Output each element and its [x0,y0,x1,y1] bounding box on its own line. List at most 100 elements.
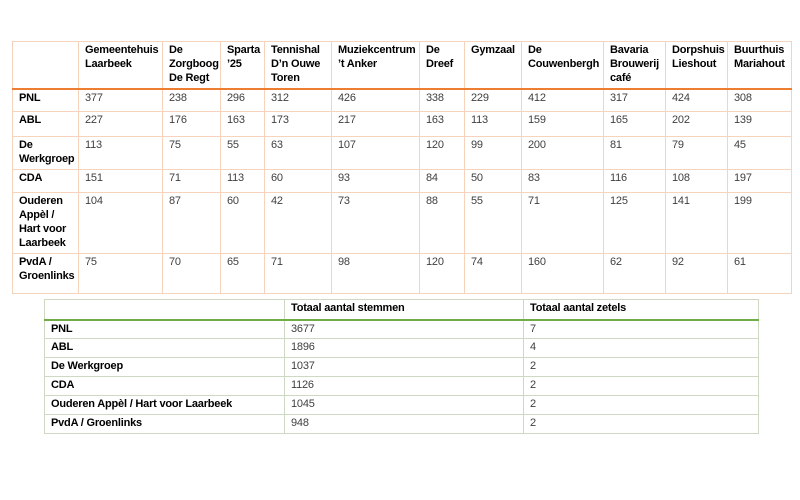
column-header: Gemeentehuis Laarbeek [78,40,163,90]
votes-per-polling-station-table: Gemeentehuis Laarbeek De Zorgboog De Regt… [12,40,792,295]
value-cell: 2 [523,414,759,435]
header-row: Gemeentehuis Laarbeek De Zorgboog De Regt… [12,40,792,90]
value-cell: 3677 [284,318,524,340]
totals-table: Totaal aantal stemmen Totaal aantal zetel… [44,299,759,435]
value-cell: 412 [521,88,604,113]
table-row: ABL 1896 4 [44,338,759,359]
value-cell: 75 [78,253,163,295]
row-label: ABL [44,338,285,359]
value-cell: 60 [220,192,265,255]
value-cell: 120 [419,136,465,171]
value-cell: 217 [331,111,420,138]
row-label: CDA [44,376,285,397]
value-cell: 1126 [284,376,524,397]
value-cell: 71 [162,169,221,194]
table-row: PvdA / Groenlinks 948 2 [44,414,759,435]
row-label: PvdA / Groenlinks [44,414,285,435]
value-cell: 338 [419,88,465,113]
row-label: CDA [12,169,79,194]
table-row: De Werkgroep 1037 2 [44,357,759,378]
value-cell: 141 [665,192,728,255]
value-cell: 74 [464,253,522,295]
value-cell: 238 [162,88,221,113]
value-cell: 42 [264,192,332,255]
value-cell: 151 [78,169,163,194]
column-header: De Zorgboog De Regt [162,40,221,90]
table-row: ABL 227 176 163 173 217 163 113 159 165 202 139 [12,111,792,138]
value-cell: 50 [464,169,522,194]
column-header: Tennishal D’n Ouwe Toren [264,40,332,90]
value-cell: 1037 [284,357,524,378]
value-cell: 83 [521,169,604,194]
value-cell: 200 [521,136,604,171]
value-cell: 2 [523,395,759,416]
value-cell: 426 [331,88,420,113]
corner-cell [44,299,285,321]
column-header: De Couwenbergh [521,40,604,90]
value-cell: 62 [603,253,666,295]
value-cell: 70 [162,253,221,295]
value-cell: 63 [264,136,332,171]
value-cell: 113 [464,111,522,138]
table-row: PNL 3677 7 [44,318,759,340]
row-label: PNL [44,318,285,340]
value-cell: 61 [727,253,792,295]
value-cell: 99 [464,136,522,171]
row-label: Ouderen Appèl / Hart voor Laarbeek [12,192,79,255]
value-cell: 71 [521,192,604,255]
value-cell: 199 [727,192,792,255]
value-cell: 75 [162,136,221,171]
column-header: Gymzaal [464,40,522,90]
value-cell: 1045 [284,395,524,416]
value-cell: 60 [264,169,332,194]
value-cell: 317 [603,88,666,113]
value-cell: 92 [665,253,728,295]
column-header: Sparta ’25 [220,40,265,90]
value-cell: 84 [419,169,465,194]
value-cell: 4 [523,338,759,359]
table-row: Ouderen Appèl / Hart voor Laarbeek 104 87 6… [12,192,792,255]
value-cell: 113 [78,136,163,171]
table-row: De Werkgroep 113 75 55 63 107 120 99 200 81 79 45 [12,136,792,171]
value-cell: 116 [603,169,666,194]
value-cell: 197 [727,169,792,194]
value-cell: 93 [331,169,420,194]
value-cell: 173 [264,111,332,138]
value-cell: 55 [464,192,522,255]
value-cell: 87 [162,192,221,255]
value-cell: 202 [665,111,728,138]
value-cell: 139 [727,111,792,138]
value-cell: 424 [665,88,728,113]
value-cell: 165 [603,111,666,138]
value-cell: 163 [419,111,465,138]
value-cell: 125 [603,192,666,255]
row-label: PvdA / Groenlinks [12,253,79,295]
row-label: PNL [12,88,79,113]
column-header: Totaal aantal zetels [523,299,759,321]
value-cell: 71 [264,253,332,295]
value-cell: 377 [78,88,163,113]
column-header: De Dreef [419,40,465,90]
header-row: Totaal aantal stemmen Totaal aantal zetel… [44,299,759,321]
value-cell: 176 [162,111,221,138]
value-cell: 160 [521,253,604,295]
column-header: Buurthuis Mariahout [727,40,792,90]
column-header: Bavaria Brouwerij café [603,40,666,90]
value-cell: 296 [220,88,265,113]
value-cell: 163 [220,111,265,138]
value-cell: 113 [220,169,265,194]
value-cell: 2 [523,357,759,378]
value-cell: 159 [521,111,604,138]
value-cell: 308 [727,88,792,113]
value-cell: 120 [419,253,465,295]
value-cell: 948 [284,414,524,435]
column-header: Dorpshuis Lieshout [665,40,728,90]
column-header: Totaal aantal stemmen [284,299,524,321]
table-row: CDA 151 71 113 60 93 84 50 83 116 108 197 [12,169,792,194]
table-row: Ouderen Appèl / Hart voor Laarbeek 1045 2 [44,395,759,416]
value-cell: 312 [264,88,332,113]
value-cell: 98 [331,253,420,295]
value-cell: 79 [665,136,728,171]
value-cell: 227 [78,111,163,138]
value-cell: 81 [603,136,666,171]
